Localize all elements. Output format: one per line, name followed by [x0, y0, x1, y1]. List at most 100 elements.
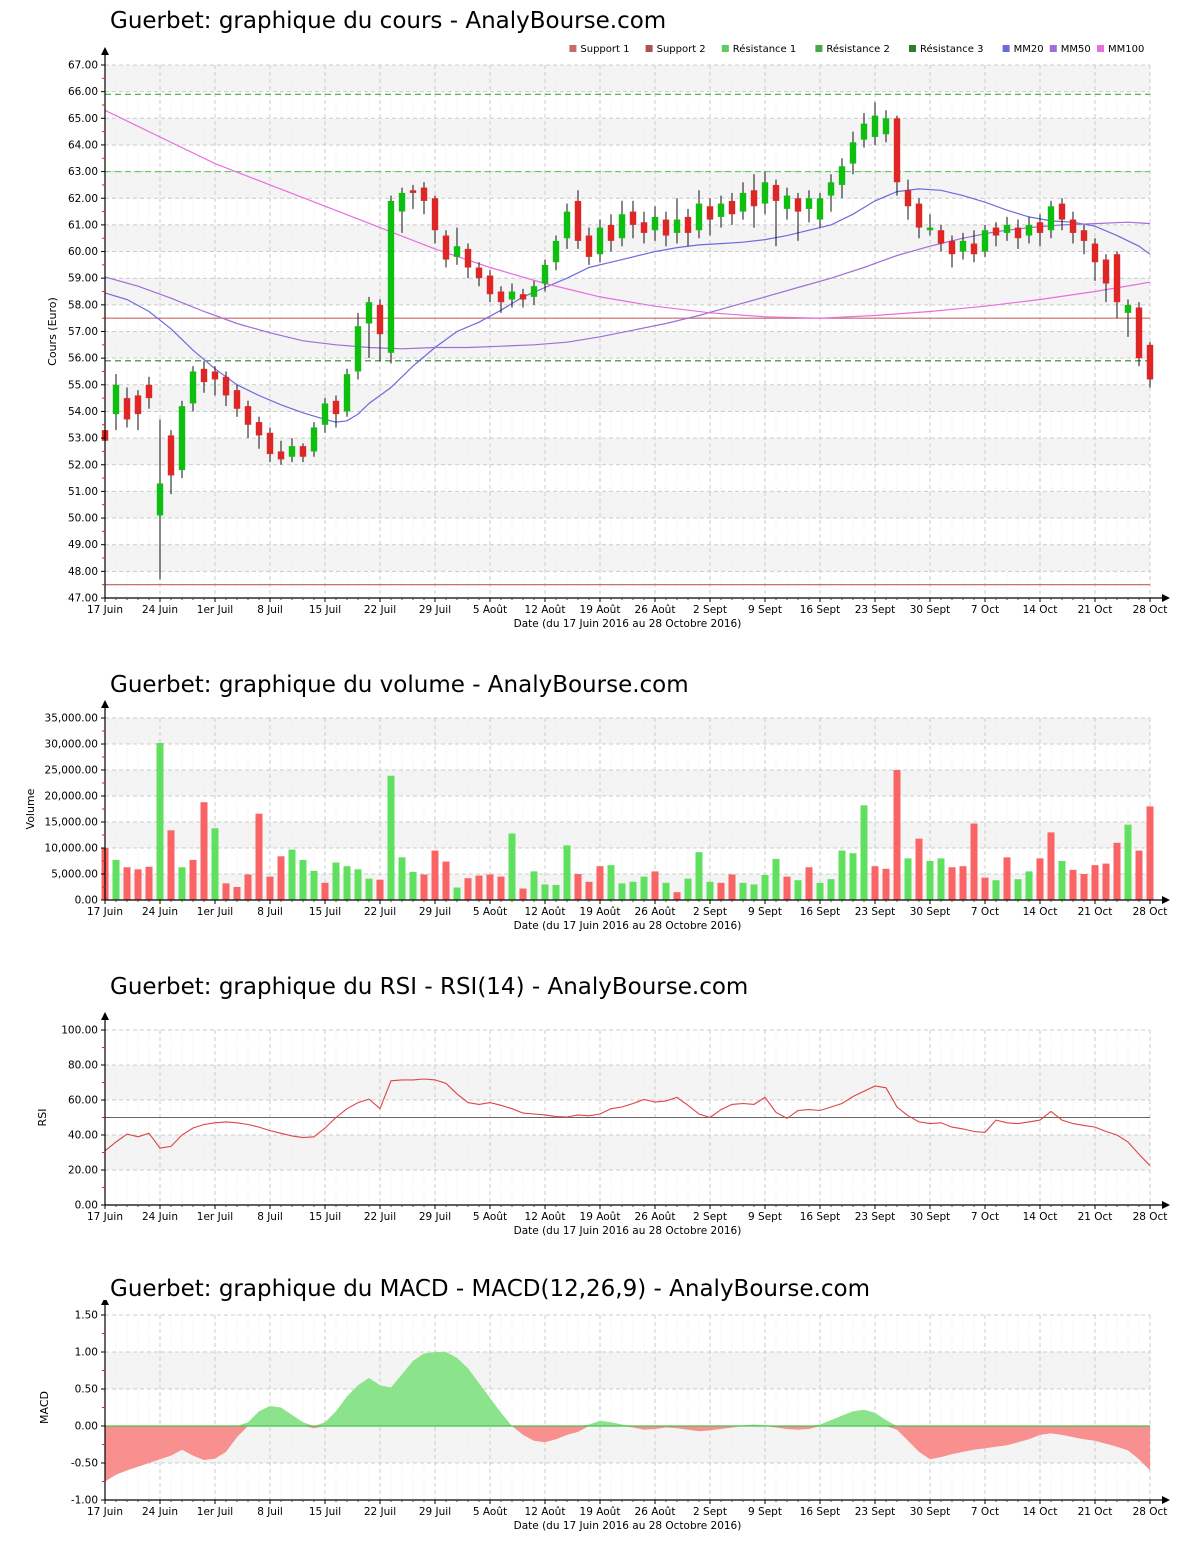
svg-text:21 Oct: 21 Oct — [1078, 1211, 1113, 1223]
svg-text:30 Sept: 30 Sept — [910, 1506, 951, 1518]
svg-text:28 Oct: 28 Oct — [1133, 1506, 1168, 1518]
svg-text:19 Août: 19 Août — [580, 604, 621, 616]
svg-text:22 Juil: 22 Juil — [364, 906, 396, 918]
svg-text:Date (du 17 Juin 2016 au 28 Oc: Date (du 17 Juin 2016 au 28 Octobre 2016… — [514, 920, 742, 932]
svg-text:Date (du 17 Juin 2016 au 28 Oc: Date (du 17 Juin 2016 au 28 Octobre 2016… — [514, 618, 742, 630]
svg-text:12 Août: 12 Août — [525, 604, 566, 616]
svg-text:55.00: 55.00 — [68, 379, 98, 391]
svg-text:23 Sept: 23 Sept — [855, 1211, 896, 1223]
price-chart-title: Guerbet: graphique du cours - AnalyBours… — [110, 8, 667, 34]
svg-text:51.00: 51.00 — [68, 486, 98, 498]
svg-text:17 Juin: 17 Juin — [87, 1211, 123, 1223]
svg-text:12 Août: 12 Août — [525, 1506, 566, 1518]
svg-text:23 Sept: 23 Sept — [855, 906, 896, 918]
svg-text:2 Sept: 2 Sept — [693, 1211, 727, 1223]
svg-text:20.00: 20.00 — [68, 1165, 98, 1177]
svg-text:0.50: 0.50 — [75, 1384, 98, 1396]
svg-text:16 Sept: 16 Sept — [800, 906, 841, 918]
svg-text:8 Juil: 8 Juil — [257, 1211, 283, 1223]
svg-text:9 Sept: 9 Sept — [748, 1211, 782, 1223]
svg-text:Résistance 2: Résistance 2 — [826, 43, 889, 55]
svg-text:17 Juin: 17 Juin — [87, 604, 123, 616]
svg-text:56.00: 56.00 — [68, 353, 98, 365]
svg-text:26 Août: 26 Août — [635, 604, 676, 616]
svg-text:0.00: 0.00 — [75, 1421, 98, 1433]
svg-text:24 Juin: 24 Juin — [142, 1211, 178, 1223]
svg-text:15 Juil: 15 Juil — [309, 604, 341, 616]
svg-text:2 Sept: 2 Sept — [693, 906, 727, 918]
svg-text:8 Juil: 8 Juil — [257, 906, 283, 918]
svg-text:5 Août: 5 Août — [473, 906, 507, 918]
svg-text:23 Sept: 23 Sept — [855, 1506, 896, 1518]
svg-text:2 Sept: 2 Sept — [693, 604, 727, 616]
svg-text:RSI: RSI — [36, 1109, 49, 1127]
svg-text:67.00: 67.00 — [68, 60, 98, 72]
svg-text:64.00: 64.00 — [68, 139, 98, 151]
svg-text:0.00: 0.00 — [75, 895, 98, 907]
svg-text:28 Oct: 28 Oct — [1133, 1211, 1168, 1223]
svg-text:28 Oct: 28 Oct — [1133, 604, 1168, 616]
svg-text:30 Sept: 30 Sept — [910, 604, 951, 616]
rsi-chart: 0.00 20.00 40.00 60.00 80.00 100.00 17 Juin 24 … — [36, 1012, 1170, 1237]
svg-text:0.00: 0.00 — [75, 1200, 98, 1212]
svg-text:19 Août: 19 Août — [580, 1506, 621, 1518]
svg-text:61.00: 61.00 — [68, 219, 98, 231]
svg-text:Résistance 1: Résistance 1 — [733, 43, 796, 55]
svg-text:29 Juil: 29 Juil — [419, 906, 451, 918]
svg-text:1er Juil: 1er Juil — [197, 604, 233, 616]
svg-text:40.00: 40.00 — [68, 1130, 98, 1142]
svg-text:52.00: 52.00 — [68, 459, 98, 471]
svg-text:22 Juil: 22 Juil — [364, 604, 396, 616]
rsi-chart-title: Guerbet: graphique du RSI - RSI(14) - An… — [110, 974, 749, 1000]
macd-chart: -1.00 -0.50 0.00 0.50 1.00 1.50 17 Juin 24 Juin… — [38, 1300, 1170, 1532]
svg-text:20,000.00: 20,000.00 — [45, 791, 98, 803]
svg-text:Volume: Volume — [24, 788, 37, 829]
svg-text:59.00: 59.00 — [68, 273, 98, 285]
svg-text:17 Juin: 17 Juin — [87, 1506, 123, 1518]
svg-text:1er Juil: 1er Juil — [197, 906, 233, 918]
svg-text:7 Oct: 7 Oct — [971, 604, 999, 616]
svg-text:10,000.00: 10,000.00 — [45, 843, 98, 855]
svg-text:50.00: 50.00 — [68, 513, 98, 525]
svg-text:23 Sept: 23 Sept — [855, 604, 896, 616]
svg-text:Résistance 3: Résistance 3 — [920, 43, 983, 55]
svg-text:15 Juil: 15 Juil — [309, 1506, 341, 1518]
svg-text:29 Juil: 29 Juil — [419, 1506, 451, 1518]
svg-text:30 Sept: 30 Sept — [910, 1211, 951, 1223]
svg-text:14 Oct: 14 Oct — [1023, 906, 1058, 918]
svg-text:21 Oct: 21 Oct — [1078, 906, 1113, 918]
svg-text:26 Août: 26 Août — [635, 1211, 676, 1223]
svg-text:16 Sept: 16 Sept — [800, 1211, 841, 1223]
svg-text:5 Août: 5 Août — [473, 1211, 507, 1223]
volume-chart-title: Guerbet: graphique du volume - AnalyBour… — [110, 672, 689, 698]
svg-text:9 Sept: 9 Sept — [748, 1506, 782, 1518]
svg-text:1er Juil: 1er Juil — [197, 1211, 233, 1223]
svg-text:48.00: 48.00 — [68, 566, 98, 578]
svg-text:12 Août: 12 Août — [525, 906, 566, 918]
svg-text:22 Juil: 22 Juil — [364, 1211, 396, 1223]
svg-text:12 Août: 12 Août — [525, 1211, 566, 1223]
svg-text:16 Sept: 16 Sept — [800, 604, 841, 616]
svg-text:Support 1: Support 1 — [580, 44, 629, 55]
svg-text:25,000.00: 25,000.00 — [45, 765, 98, 777]
svg-text:24 Juin: 24 Juin — [142, 604, 178, 616]
macd-chart-title: Guerbet: graphique du MACD - MACD(12,26,… — [110, 1276, 870, 1302]
svg-text:30 Sept: 30 Sept — [910, 906, 951, 918]
svg-text:5 Août: 5 Août — [473, 604, 507, 616]
svg-text:7 Oct: 7 Oct — [971, 1506, 999, 1518]
svg-text:Cours (Euro): Cours (Euro) — [46, 297, 59, 366]
svg-text:19 Août: 19 Août — [580, 1211, 621, 1223]
svg-text:60.00: 60.00 — [68, 246, 98, 258]
svg-text:15,000.00: 15,000.00 — [45, 817, 98, 829]
svg-text:14 Oct: 14 Oct — [1023, 1211, 1058, 1223]
svg-text:8 Juil: 8 Juil — [257, 1506, 283, 1518]
svg-text:1er Juil: 1er Juil — [197, 1506, 233, 1518]
svg-text:63.00: 63.00 — [68, 166, 98, 178]
svg-text:54.00: 54.00 — [68, 406, 98, 418]
svg-text:47.00: 47.00 — [68, 593, 98, 605]
svg-text:80.00: 80.00 — [68, 1060, 98, 1072]
svg-text:9 Sept: 9 Sept — [748, 906, 782, 918]
svg-text:28 Oct: 28 Oct — [1133, 906, 1168, 918]
svg-text:1.00: 1.00 — [75, 1347, 98, 1359]
